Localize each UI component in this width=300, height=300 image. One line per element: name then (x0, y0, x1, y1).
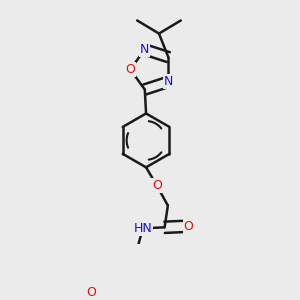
Text: O: O (152, 179, 162, 192)
Text: O: O (86, 286, 96, 299)
Text: O: O (184, 220, 194, 233)
Text: HN: HN (134, 222, 152, 235)
Text: O: O (125, 63, 135, 76)
Text: N: N (164, 75, 173, 88)
Text: N: N (140, 43, 149, 56)
